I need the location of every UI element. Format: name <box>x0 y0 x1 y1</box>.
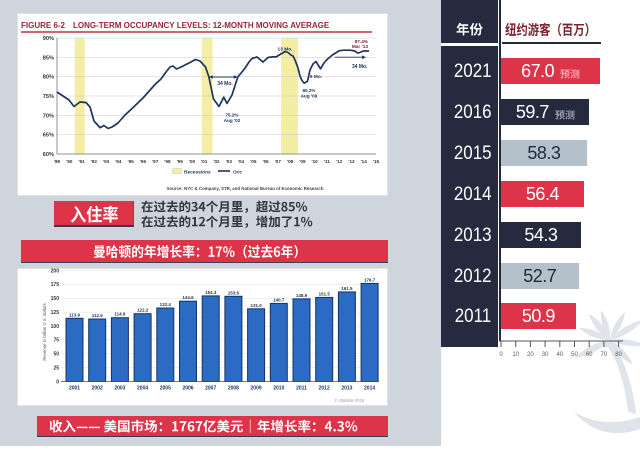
svg-text:176.7: 176.7 <box>364 277 376 282</box>
svg-text:'12: '12 <box>336 159 343 164</box>
svg-text:80.2%: 80.2% <box>302 88 315 93</box>
svg-text:0: 0 <box>56 379 59 385</box>
svg-text:2006: 2006 <box>182 386 193 392</box>
svg-text:65%: 65% <box>43 133 54 139</box>
svg-text:75.2%: 75.2% <box>225 113 238 118</box>
svg-text:'10: '10 <box>311 159 318 164</box>
svg-text:2005: 2005 <box>160 386 171 392</box>
svg-text:2012: 2012 <box>319 386 330 392</box>
svg-text:60: 60 <box>586 352 593 358</box>
svg-text:80: 80 <box>615 352 622 358</box>
svg-text:2004: 2004 <box>137 386 148 392</box>
svg-text:'97: '97 <box>152 159 159 164</box>
svg-text:2009: 2009 <box>251 386 262 392</box>
svg-text:80%: 80% <box>43 75 54 81</box>
svg-text:'94: '94 <box>115 159 122 164</box>
svg-text:6 Mo.: 6 Mo. <box>310 74 322 80</box>
svg-text:131.0: 131.0 <box>250 303 262 308</box>
svg-text:'04: '04 <box>238 159 245 164</box>
svg-text:34 Mo.: 34 Mo. <box>217 81 233 87</box>
svg-text:10: 10 <box>512 352 519 358</box>
svg-text:25: 25 <box>53 365 59 371</box>
svg-text:200: 200 <box>51 268 60 274</box>
svg-text:'14: '14 <box>361 159 368 164</box>
svg-text:125: 125 <box>51 310 60 316</box>
svg-text:'95: '95 <box>127 159 134 164</box>
svg-text:'96: '96 <box>140 159 147 164</box>
svg-text:100: 100 <box>51 324 60 330</box>
svg-text:'03: '03 <box>226 159 233 164</box>
svg-text:Source: NYC & Company, STR, an: Source: NYC & Company, STR, and National… <box>166 186 323 191</box>
svg-text:112.6: 112.6 <box>92 313 104 318</box>
svg-text:175: 175 <box>51 282 60 288</box>
svg-text:'08: '08 <box>287 159 294 164</box>
svg-text:75: 75 <box>53 338 59 344</box>
svg-text:154.3: 154.3 <box>205 290 217 295</box>
svg-text:Mar ’13: Mar ’13 <box>352 44 369 49</box>
svg-text:60%: 60% <box>43 152 54 158</box>
svg-text:'99: '99 <box>177 159 184 164</box>
svg-text:'06: '06 <box>262 159 269 164</box>
svg-text:87.4%: 87.4% <box>355 39 369 44</box>
svg-text:2010: 2010 <box>273 386 284 392</box>
svg-text:'07: '07 <box>275 159 282 164</box>
svg-text:113.9: 113.9 <box>69 312 81 317</box>
svg-text:75%: 75% <box>43 94 54 100</box>
svg-text:'00: '00 <box>189 159 196 164</box>
svg-text:50: 50 <box>571 352 578 358</box>
svg-text:Recessions: Recessions <box>184 170 211 176</box>
svg-text:90%: 90% <box>43 36 54 42</box>
svg-text:Aug ’02: Aug ’02 <box>224 118 241 123</box>
svg-text:2003: 2003 <box>114 386 125 392</box>
svg-text:148.9: 148.9 <box>296 293 308 298</box>
svg-text:Occ: Occ <box>233 170 242 176</box>
svg-text:'01: '01 <box>201 159 208 164</box>
svg-text:'91: '91 <box>78 159 85 164</box>
svg-text:'09: '09 <box>299 159 306 164</box>
svg-text:2007: 2007 <box>205 386 216 392</box>
svg-text:114.9: 114.9 <box>114 312 126 317</box>
svg-text:50: 50 <box>53 352 59 358</box>
svg-text:LONG-TERM OCCUPANCY LEVELS: 12: LONG-TERM OCCUPANCY LEVELS: 12-MONTH MOV… <box>73 21 330 30</box>
svg-text:20: 20 <box>527 352 534 358</box>
svg-text:Revenue in billion U.S. dollar: Revenue in billion U.S. dollars <box>42 303 47 360</box>
svg-text:161.5: 161.5 <box>341 286 353 291</box>
svg-text:'93: '93 <box>103 159 110 164</box>
svg-text:'05: '05 <box>250 159 257 164</box>
svg-text:'13: '13 <box>348 159 355 164</box>
svg-text:30: 30 <box>542 352 549 358</box>
svg-text:34 Mo.: 34 Mo. <box>352 64 368 70</box>
svg-text:2008: 2008 <box>228 386 239 392</box>
svg-text:150: 150 <box>51 296 60 302</box>
svg-text:40: 40 <box>556 352 563 358</box>
svg-text:70: 70 <box>601 352 608 358</box>
svg-text:2001: 2001 <box>69 386 80 392</box>
svg-text:'02: '02 <box>213 159 220 164</box>
svg-text:132.4: 132.4 <box>160 302 172 307</box>
svg-text:70%: 70% <box>43 113 54 119</box>
svg-text:2013: 2013 <box>341 386 352 392</box>
svg-text:140.7: 140.7 <box>273 297 285 302</box>
svg-text:'89: '89 <box>54 159 61 164</box>
svg-text:'92: '92 <box>91 159 98 164</box>
svg-text:0: 0 <box>499 352 503 358</box>
svg-text:2002: 2002 <box>92 386 103 392</box>
svg-text:2014: 2014 <box>364 386 375 392</box>
svg-text:FIGURE 6-2: FIGURE 6-2 <box>21 21 66 30</box>
svg-text:'11: '11 <box>324 159 330 164</box>
svg-text:144.6: 144.6 <box>182 295 194 300</box>
svg-text:153.6: 153.6 <box>228 290 240 295</box>
svg-text:'15: '15 <box>373 159 380 164</box>
svg-text:© Statista 2015: © Statista 2015 <box>334 398 365 403</box>
svg-text:151.5: 151.5 <box>319 291 331 296</box>
svg-text:'90: '90 <box>66 159 73 164</box>
svg-text:122.2: 122.2 <box>137 308 149 313</box>
svg-text:'98: '98 <box>164 159 171 164</box>
svg-text:13 Mo.: 13 Mo. <box>278 47 293 53</box>
svg-text:Aug ’09: Aug ’09 <box>301 94 318 99</box>
svg-text:85%: 85% <box>43 55 54 61</box>
svg-text:2011: 2011 <box>296 386 307 392</box>
